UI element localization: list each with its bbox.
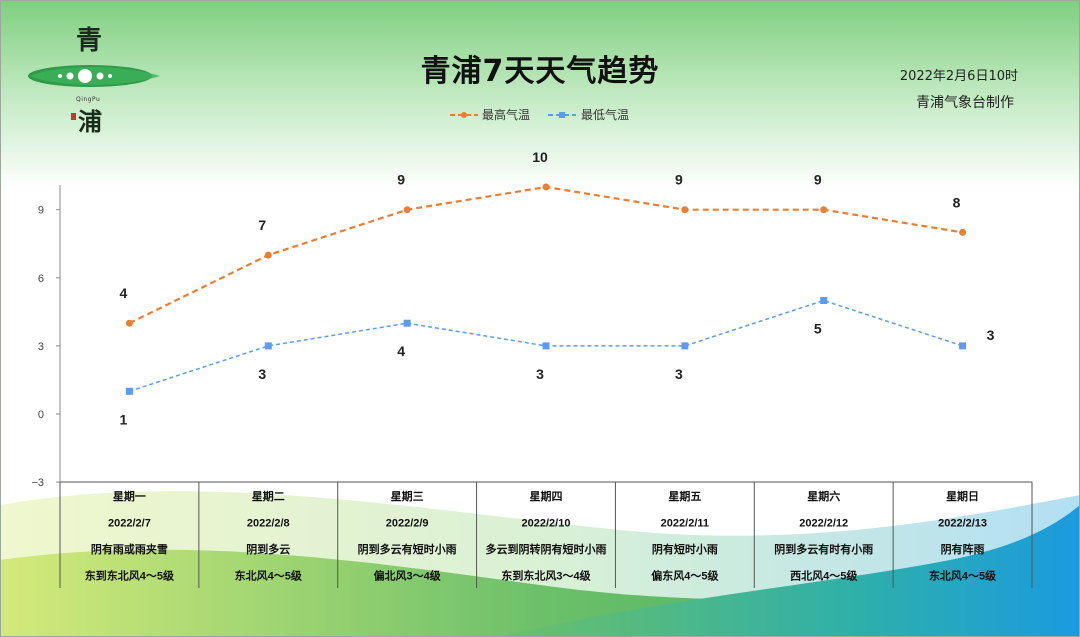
point-low xyxy=(681,342,689,350)
data-labels: 4 7 9 10 9 9 8 1 3 4 3 3 5 3 xyxy=(120,149,995,427)
series-layer xyxy=(125,183,967,395)
point-high xyxy=(125,319,133,327)
point-low xyxy=(959,342,967,350)
data-label-high: 4 xyxy=(120,285,128,301)
issue-date: 2022年2月6日10时 xyxy=(899,69,1018,84)
legend-high-label: 最高气温 xyxy=(482,107,530,122)
data-label-high: 9 xyxy=(814,172,822,188)
header-gradient xyxy=(0,0,1080,190)
wind-cell: 偏东风4～5级 xyxy=(651,569,719,583)
point-high xyxy=(681,206,689,214)
y-tick-label: −3 xyxy=(31,477,44,489)
date-cell: 2022/2/9 xyxy=(386,518,429,530)
point-high xyxy=(264,251,272,259)
wind-cell: 东北风4～5级 xyxy=(929,569,997,583)
y-axis-ticks: −3 0 3 6 9 xyxy=(31,205,60,489)
weather-cell: 阴到多云 xyxy=(246,542,290,556)
weather-cell: 阴到多云有时有小雨 xyxy=(774,542,873,556)
weekday-cell: 星期日 xyxy=(946,489,979,503)
logo-char-top: 青 xyxy=(76,26,103,56)
date-cell: 2022/2/11 xyxy=(661,518,709,530)
date-cell: 2022/2/12 xyxy=(799,518,848,530)
issuer: 青浦气象台制作 xyxy=(916,95,1014,111)
weather-cell: 阴有雨或雨夹雪 xyxy=(91,542,168,556)
weather-cell: 阴有短时小雨 xyxy=(652,542,718,556)
weekday-cell: 星期一 xyxy=(113,489,146,503)
page-title: 青浦7天天气趋势 xyxy=(420,54,660,89)
data-label-low: 4 xyxy=(397,343,405,359)
point-high xyxy=(403,206,411,214)
point-high xyxy=(542,183,550,191)
logo-seal xyxy=(71,113,76,120)
date-cell: 2022/2/10 xyxy=(522,518,571,530)
wind-cell: 偏北风3～4级 xyxy=(374,569,442,583)
legend-low-label: 最低气温 xyxy=(581,107,629,122)
data-label-low: 3 xyxy=(258,366,266,382)
forecast-table: 星期一 星期二 星期三 星期四 星期五 星期六 星期日 2022/2/7 2022/2/8 202… xyxy=(59,481,1033,588)
wind-cell: 东北风4～5级 xyxy=(235,569,303,583)
data-label-high: 9 xyxy=(397,172,405,188)
data-label-low: 5 xyxy=(814,321,822,337)
weather-cell: 多云到阴转阴有短时小雨 xyxy=(486,542,607,556)
wind-cell: 东到东北风3～4级 xyxy=(501,569,591,583)
data-label-high: 9 xyxy=(675,172,683,188)
point-high xyxy=(959,228,967,236)
y-tick-label: 3 xyxy=(38,341,44,353)
data-label-low: 3 xyxy=(987,327,995,343)
y-tick-label: 9 xyxy=(38,205,44,217)
wind-cell: 西北风4～5级 xyxy=(790,569,858,583)
weather-cell: 阴到多云有短时小雨 xyxy=(358,542,457,556)
data-label-low: 1 xyxy=(120,411,128,427)
data-label-low: 3 xyxy=(675,366,683,382)
y-tick-label: 6 xyxy=(38,273,44,285)
data-label-high: 8 xyxy=(953,194,961,210)
legend-high-marker xyxy=(461,112,467,118)
data-label-low: 3 xyxy=(536,366,544,382)
weekday-cell: 星期五 xyxy=(668,489,701,503)
legend: 最高气温 最低气温 xyxy=(450,107,629,122)
data-label-high: 7 xyxy=(258,217,266,233)
weekday-cell: 星期四 xyxy=(530,489,563,503)
point-low xyxy=(820,297,828,304)
date-cell: 2022/2/7 xyxy=(108,518,151,530)
date-cell: 2022/2/13 xyxy=(938,518,987,530)
wave-blue xyxy=(500,505,1080,637)
weekday-cell: 星期三 xyxy=(391,489,424,503)
weekday-cell: 星期六 xyxy=(807,489,840,503)
point-high xyxy=(820,206,828,214)
logo-pinyin: QingPu xyxy=(76,96,101,103)
point-low xyxy=(403,319,411,327)
point-low xyxy=(125,387,133,395)
data-label-high: 10 xyxy=(532,149,548,165)
logo-emblem xyxy=(28,65,160,87)
legend-low-marker xyxy=(559,112,565,118)
weather-cell: 阴有阵雨 xyxy=(941,542,985,556)
date-cell: 2022/2/8 xyxy=(247,518,290,530)
series-line-high xyxy=(128,185,963,325)
wind-cell: 东到东北风4～5级 xyxy=(85,569,175,583)
qingpu-logo: 青 QingPu 浦 xyxy=(28,20,168,136)
y-tick-label: 0 xyxy=(38,409,44,421)
point-low xyxy=(542,342,550,350)
logo-char-bottom: 浦 xyxy=(78,107,102,136)
weekday-cell: 星期二 xyxy=(252,489,285,503)
point-low xyxy=(264,342,272,350)
